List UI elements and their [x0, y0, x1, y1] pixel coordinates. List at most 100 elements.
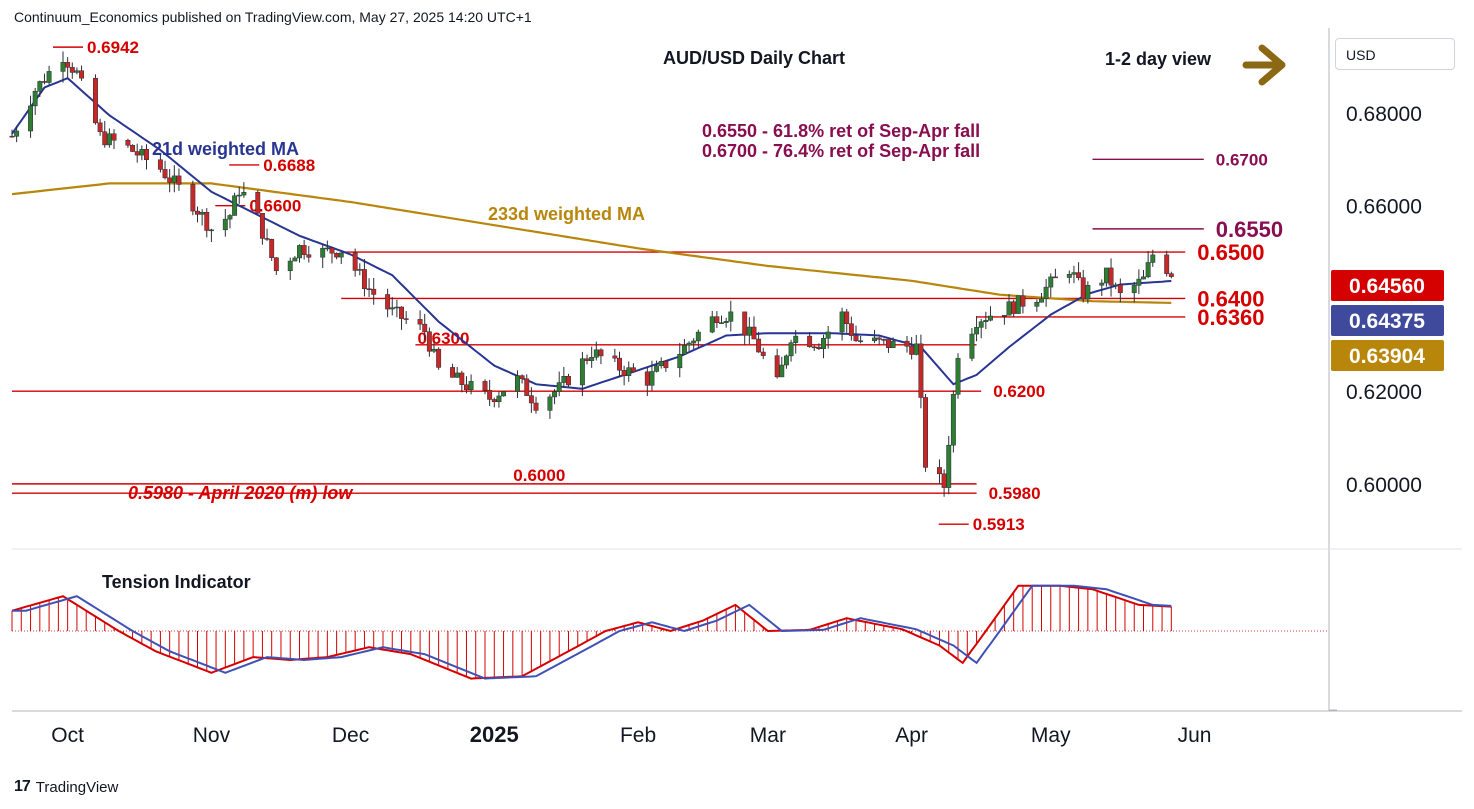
ma21-label: 21d weighted MA — [152, 139, 299, 159]
candle-body — [719, 322, 724, 324]
candle-body — [626, 367, 632, 376]
candle-body — [807, 335, 813, 348]
candle-body — [593, 349, 599, 358]
candle-body — [1039, 298, 1044, 303]
x-tick-label: Mar — [750, 724, 786, 747]
candle-body — [482, 381, 488, 391]
candle-body — [417, 319, 423, 325]
candle-body — [598, 349, 604, 357]
candle-body — [584, 358, 590, 361]
candle-body — [946, 444, 952, 488]
candle-body — [579, 358, 585, 386]
candle-body — [125, 140, 131, 146]
candle-body — [881, 339, 887, 341]
currency-selector[interactable]: USD — [1335, 38, 1455, 70]
candle-body — [371, 288, 377, 295]
candle-body — [74, 70, 80, 73]
candle-body — [79, 70, 85, 79]
candle-body — [612, 355, 618, 359]
candle-body — [69, 67, 75, 73]
tradingview-logo-icon[interactable]: 17 — [14, 778, 31, 795]
candle-body — [872, 337, 877, 342]
candle-body — [783, 355, 789, 366]
view-label: 1-2 day view — [1105, 49, 1212, 69]
candle-body — [677, 353, 683, 369]
level-label: 0.6400 — [1197, 286, 1264, 311]
candle-body — [811, 346, 817, 349]
candle-body — [255, 192, 261, 214]
candle-body — [1164, 254, 1170, 274]
candle-body — [923, 397, 929, 468]
candle-body — [848, 323, 854, 336]
candle-body — [60, 62, 66, 72]
x-tick-label: May — [1031, 724, 1071, 747]
candle-body — [617, 357, 622, 371]
candle-body — [909, 345, 915, 355]
candle-body — [14, 130, 20, 137]
candle-body — [501, 391, 507, 397]
candle-body — [1145, 262, 1151, 278]
candle-body — [320, 247, 326, 258]
tradingview-brand[interactable]: TradingView — [35, 778, 119, 796]
candle-body — [904, 340, 910, 347]
candle-body — [913, 343, 919, 355]
candle-body — [853, 335, 859, 342]
candle-body — [468, 381, 474, 391]
candle-body — [556, 382, 562, 392]
candle-body — [334, 252, 340, 258]
x-tick-label: Apr — [895, 724, 928, 747]
candle-body — [1113, 284, 1119, 287]
extreme-label: 0.6600 — [249, 197, 301, 216]
candle-body — [222, 218, 228, 231]
x-tick-label: Jun — [1178, 724, 1212, 747]
chart-title: AUD/USD Daily Chart — [663, 48, 845, 68]
candle-body — [227, 215, 233, 220]
candle-body — [644, 371, 650, 386]
candle-body — [292, 257, 298, 262]
candle-body — [728, 311, 734, 322]
candle-body — [793, 335, 799, 343]
ma233-label: 233d weighted MA — [488, 204, 645, 224]
candle-body — [528, 395, 534, 404]
candle-body — [273, 257, 279, 272]
candle-body — [42, 81, 47, 83]
level-label: 0.6500 — [1197, 240, 1264, 265]
candle-body — [389, 307, 395, 310]
tension-line — [11, 584, 1172, 680]
candle-body — [937, 467, 942, 475]
candle-body — [649, 371, 655, 386]
candle-body — [533, 402, 539, 411]
candle-body — [264, 238, 270, 240]
arrow-right-icon — [1242, 44, 1286, 86]
candle-body — [844, 311, 850, 324]
candle-body — [301, 245, 307, 255]
candle-body — [969, 333, 975, 359]
level-label: 0.6360 — [1197, 305, 1264, 330]
candle-body — [621, 370, 627, 376]
tension-label: Tension Indicator — [102, 572, 251, 592]
x-tick-label: 2025 — [470, 722, 519, 747]
x-tick-label: Feb — [620, 724, 656, 747]
candle-body — [195, 210, 200, 215]
y-tick-label: 0.62000 — [1346, 381, 1422, 404]
candle-body — [259, 213, 265, 239]
candle-body — [130, 145, 136, 152]
candle-body — [751, 326, 757, 340]
level-label: 0.6200 — [993, 382, 1045, 401]
candle-body — [422, 323, 428, 333]
candle-body — [102, 131, 108, 146]
x-tick-label: Nov — [193, 724, 231, 747]
tension-average-line — [12, 584, 1172, 680]
footer: 17 TradingView — [14, 778, 118, 796]
level-label: 0.6700 — [1216, 150, 1268, 169]
candle-body — [561, 376, 567, 383]
candle-body — [208, 229, 214, 232]
candle-body — [403, 318, 409, 320]
candle-body — [464, 384, 469, 391]
candle-body — [1034, 302, 1040, 307]
price-badge-label: 0.63904 — [1349, 345, 1425, 368]
candle-body — [171, 175, 177, 183]
y-tick-label: 0.66000 — [1346, 196, 1422, 219]
candle-body — [742, 311, 748, 336]
